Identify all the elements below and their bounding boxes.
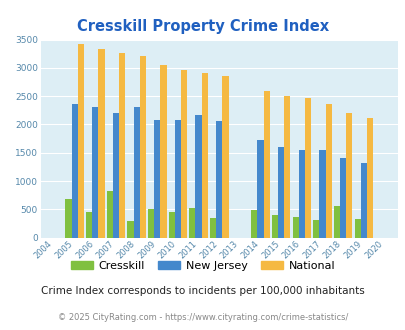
Bar	[333, 206, 339, 238]
Bar	[366, 118, 372, 238]
Bar	[284, 96, 290, 238]
Bar	[201, 73, 207, 238]
Bar	[209, 218, 215, 238]
Bar	[160, 65, 166, 238]
Bar	[222, 76, 228, 238]
Bar	[119, 52, 125, 238]
Bar	[319, 150, 325, 238]
Bar	[339, 158, 345, 238]
Bar	[139, 56, 145, 238]
Bar	[65, 199, 71, 238]
Bar	[354, 219, 360, 238]
Bar	[215, 121, 222, 238]
Text: © 2025 CityRating.com - https://www.cityrating.com/crime-statistics/: © 2025 CityRating.com - https://www.city…	[58, 313, 347, 322]
Bar	[133, 108, 139, 238]
Bar	[271, 215, 277, 238]
Bar	[113, 113, 119, 238]
Bar	[148, 209, 154, 238]
Bar	[168, 212, 175, 238]
Bar	[312, 220, 319, 238]
Bar	[298, 150, 304, 238]
Bar	[277, 147, 284, 238]
Bar	[325, 104, 331, 238]
Legend: Cresskill, New Jersey, National: Cresskill, New Jersey, National	[66, 256, 339, 275]
Bar	[263, 91, 269, 238]
Bar	[92, 108, 98, 238]
Bar	[98, 49, 104, 238]
Bar	[127, 221, 133, 238]
Bar	[292, 217, 298, 238]
Bar	[175, 120, 181, 238]
Bar	[251, 211, 257, 238]
Bar	[360, 163, 366, 238]
Bar	[86, 212, 92, 238]
Bar	[107, 191, 113, 238]
Bar	[181, 70, 187, 238]
Bar	[257, 140, 263, 238]
Bar	[71, 104, 78, 238]
Bar	[345, 113, 352, 238]
Text: Cresskill Property Crime Index: Cresskill Property Crime Index	[77, 19, 328, 34]
Bar	[195, 115, 201, 238]
Bar	[189, 208, 195, 238]
Bar	[154, 120, 160, 238]
Text: Crime Index corresponds to incidents per 100,000 inhabitants: Crime Index corresponds to incidents per…	[41, 286, 364, 296]
Bar	[78, 44, 84, 238]
Bar	[304, 98, 310, 238]
